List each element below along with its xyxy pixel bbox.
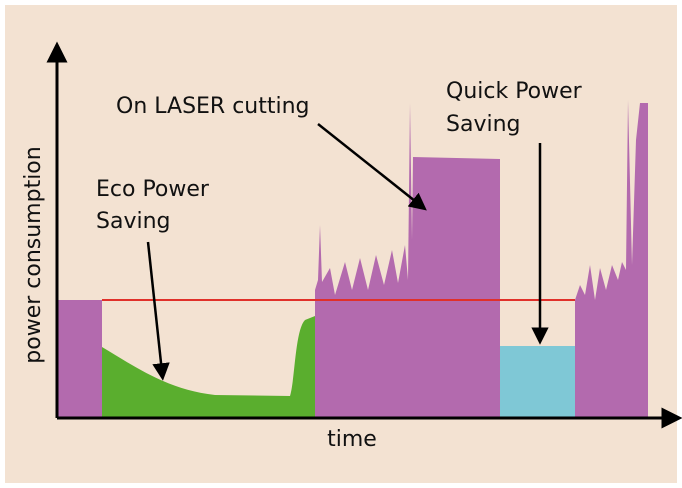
annotation: On LASER cutting (116, 94, 310, 119)
annotation: Eco Power (96, 177, 210, 202)
laser-block (57, 300, 102, 418)
laser-area (575, 100, 648, 418)
x-axis-label: time (327, 427, 377, 452)
arrow (146, 241, 170, 381)
eco-area (102, 316, 315, 418)
annotation: Saving (446, 112, 521, 137)
quick-area (500, 346, 575, 418)
laser-area (315, 103, 500, 418)
annotation: Saving (96, 209, 171, 234)
y-axis-label: power consumption (21, 146, 46, 363)
arrow (317, 123, 427, 211)
annotation: Quick Power (446, 79, 583, 104)
